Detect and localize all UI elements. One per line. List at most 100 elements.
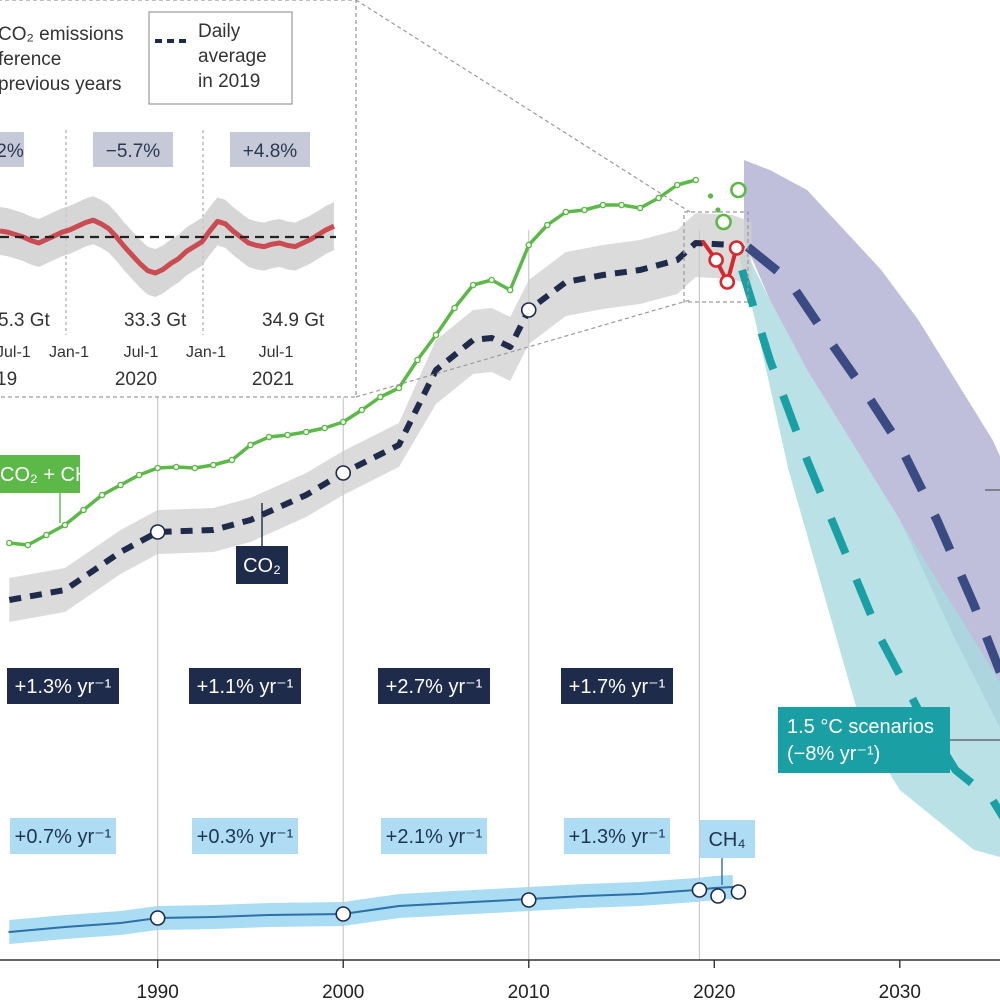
- inset-panel: CO₂ emissions ference previous years Daily a…: [0, 0, 749, 398]
- ch4-growth-rate-badge-text: +0.3% yr⁻¹: [197, 826, 294, 848]
- ch4-label: CH₄: [700, 820, 755, 885]
- inset-year-label: 19: [0, 369, 17, 390]
- inset-x-tick: Jan-1: [49, 344, 89, 361]
- inset-legend-box: [148, 11, 293, 105]
- co2-ch4-point: [395, 384, 403, 392]
- co2-decade-point: [520, 302, 537, 318]
- co2-growth-rate-badge-text: +1.1% yr⁻¹: [197, 676, 294, 698]
- scenario-label-bg: [778, 707, 950, 773]
- ch4-label-text: CH₄: [708, 829, 745, 851]
- period-change-text: +4.8%: [243, 141, 298, 162]
- inset-difference-line: [0, 217, 336, 276]
- ch4-decade-point: [149, 910, 166, 926]
- co2-ch4-projection-point: [730, 181, 747, 199]
- period-total-text: 33.3 Gt: [124, 310, 187, 331]
- ch4-decade-point: [520, 892, 537, 908]
- ch4-growth-rate-badge-bg: [564, 818, 670, 854]
- co2-ch4-point: [377, 393, 384, 401]
- ch4-growth-rate-badge: +2.1% yr⁻¹: [381, 818, 487, 854]
- co2-ch4-point: [673, 181, 681, 189]
- co2-ch4-point: [24, 541, 32, 549]
- ch4-growth-rate-badge: +0.7% yr⁻¹: [10, 818, 116, 854]
- inset-legend-co2-line: CO₂ emissions: [0, 24, 124, 45]
- ch4-decade-point: [691, 882, 708, 898]
- co2-ch4-point: [655, 194, 662, 202]
- co2-ch4-point: [488, 276, 495, 284]
- inset-year-label: 2020: [115, 369, 157, 390]
- inset-x-tick: Jul-1: [259, 344, 294, 361]
- inset-x-tick: Jul-1: [0, 344, 31, 361]
- current-trajectory-line: [744, 243, 1000, 684]
- scenario-label-line2: (−8% yr⁻¹): [787, 743, 880, 765]
- inset-legend-avg-line: Daily: [198, 21, 241, 42]
- period-change-badge: +4.8%: [230, 132, 310, 167]
- co2-ch4-point: [98, 491, 106, 499]
- co2-ch4-point: [636, 204, 644, 212]
- ch4-decade-point: [335, 906, 352, 922]
- co2-label-bg: [236, 546, 288, 584]
- co2-decade-point: [149, 524, 166, 540]
- co2-ch4-point: [135, 471, 143, 479]
- co2-ch4-projection-dot: [715, 207, 721, 213]
- co2-growth-rate-badge-bg: [189, 668, 301, 704]
- co2-ch4-label-text: CO₂ + CH₄: [0, 464, 98, 486]
- inset-legend-co2-line: previous years: [0, 74, 122, 95]
- co2-ch4-point: [432, 331, 440, 339]
- ch4-growth-rate-badge: +1.3% yr⁻¹: [564, 818, 670, 854]
- co2-growth-rate-badge-bg: [7, 668, 119, 704]
- co2-line: [8, 240, 753, 603]
- ch4-growth-rate-badge-text: +2.1% yr⁻¹: [386, 826, 483, 848]
- co2-ch4-point: [43, 531, 50, 539]
- ch4-growth-rate-badge-bg: [192, 818, 298, 854]
- scenario-label: 1.5 °C scenarios (−8% yr⁻¹): [778, 707, 1000, 773]
- period-change-text: 2%: [0, 141, 24, 162]
- co2-ch4-point: [451, 304, 458, 312]
- co2-ch4-point: [117, 481, 124, 489]
- scenario-label-line1: 1.5 °C scenarios: [787, 716, 934, 738]
- co2-ch4-point: [210, 461, 217, 469]
- co2-ch4-point: [302, 428, 310, 436]
- co2-growth-rate-badge-text: +2.7% yr⁻¹: [386, 676, 483, 698]
- ch4-growth-rate-badge-bg: [381, 818, 487, 854]
- x-axis-tick-label: 2000: [322, 982, 364, 1000]
- badge-layer: +1.3% yr⁻¹ +1.1% yr⁻¹ +2.7% yr⁻¹ +1.7% yr⁻¹…: [0, 455, 1000, 885]
- co2-ch4-label-bg: [0, 455, 80, 493]
- co2-ch4-point: [339, 418, 347, 426]
- period-change-badge: −5.7%: [93, 132, 173, 167]
- inset-legend-co2-line: ference: [0, 49, 61, 70]
- ch4-decade-point: [710, 888, 726, 904]
- co2-ch4-label: CO₂ + CH₄: [0, 455, 98, 523]
- co2-uncertainty-band: [9, 213, 752, 622]
- co2-ch4-point: [80, 506, 87, 514]
- period-change-badge: 2%: [0, 132, 24, 167]
- co2-ch4-point: [618, 201, 625, 209]
- ch4-growth-rate-badge-bg: [10, 818, 116, 854]
- co2-ch4-point: [358, 406, 366, 414]
- co2-ch4-point: [247, 441, 254, 449]
- co2-ch4-point: [321, 424, 328, 432]
- inset-x-tick: Jul-1: [124, 344, 159, 361]
- x-axis-tick-label: 2030: [879, 982, 921, 1000]
- co2-ch4-projection-point: [715, 213, 732, 231]
- co2-growth-rate-badge: +2.7% yr⁻¹: [378, 668, 490, 704]
- zoom-region: [683, 211, 749, 303]
- co2-2020-point: [719, 274, 736, 290]
- ch4-label-bg: [700, 820, 755, 858]
- inset-legend-avg-line: average: [198, 46, 267, 67]
- co2-ch4-point: [228, 456, 236, 464]
- x-axis-tick-label: 2020: [693, 982, 735, 1000]
- co2-ch4-point: [191, 464, 199, 472]
- x-axis: 1990 2000 2010 2020 2030: [0, 959, 1000, 1000]
- co2-ch4-projection-dot: [707, 193, 714, 199]
- inset-x-tick: Jan-1: [186, 344, 226, 361]
- zoom-connector: [355, 299, 691, 398]
- co2-2020-point: [708, 252, 724, 268]
- co2-growth-rate-badge-bg: [561, 668, 673, 704]
- co2-ch4-point: [581, 206, 588, 214]
- ch4-decade-point: [730, 884, 747, 900]
- co2-ch4-point: [265, 433, 273, 441]
- co2-ch4-point: [469, 281, 477, 289]
- marker-layer: [5, 176, 747, 926]
- period-change-bg: [0, 132, 24, 167]
